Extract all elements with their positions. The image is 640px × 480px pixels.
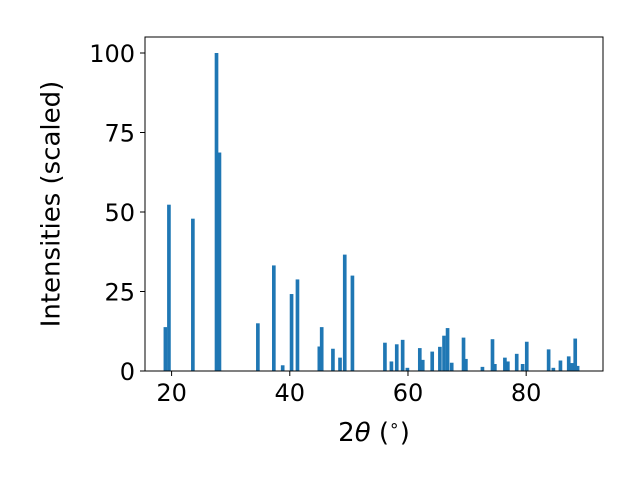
bar xyxy=(272,265,276,371)
bar xyxy=(317,346,322,371)
bar xyxy=(217,152,222,371)
x-tick-label: 40 xyxy=(275,379,306,407)
bar xyxy=(551,367,556,371)
bar xyxy=(445,328,450,371)
bar xyxy=(430,351,435,371)
bar xyxy=(520,364,525,371)
x-axis: 20 40 60 80 xyxy=(156,371,541,407)
bar xyxy=(490,339,495,371)
bar xyxy=(546,349,551,371)
bar xyxy=(575,365,580,371)
y-tick-label: 100 xyxy=(89,40,135,68)
bar xyxy=(461,337,466,371)
bar xyxy=(167,204,171,371)
bar xyxy=(289,294,294,371)
bar xyxy=(573,338,578,371)
bar xyxy=(280,365,285,371)
bar xyxy=(524,341,529,371)
bar xyxy=(493,364,497,371)
y-tick-label: 50 xyxy=(104,199,135,227)
bar xyxy=(449,362,454,371)
bar xyxy=(342,254,347,371)
bar-series xyxy=(163,53,580,371)
y-tick-label: 25 xyxy=(104,279,135,307)
bar xyxy=(480,366,485,371)
bar xyxy=(389,361,394,371)
bar xyxy=(506,361,510,371)
x-tick-label: 20 xyxy=(156,379,187,407)
x-tick-label: 80 xyxy=(511,379,542,407)
bar xyxy=(405,367,410,371)
bar xyxy=(191,218,195,371)
bar xyxy=(331,348,335,371)
y-axis-label: Intensities (scaled) xyxy=(37,81,67,328)
bar xyxy=(256,323,260,371)
bar xyxy=(350,275,355,371)
bar xyxy=(566,356,571,371)
bar xyxy=(319,327,324,371)
x-tick-label: 60 xyxy=(393,379,424,407)
bar xyxy=(558,360,563,371)
bar xyxy=(438,346,442,371)
plot-frame xyxy=(144,36,604,372)
bar xyxy=(394,344,399,371)
bar xyxy=(417,348,422,371)
bar xyxy=(503,357,507,371)
bar xyxy=(442,335,446,371)
x-axis-label: 2θ (∘) xyxy=(338,416,410,448)
bar xyxy=(383,342,387,371)
y-tick-label: 75 xyxy=(104,120,135,148)
y-axis: 0 25 50 75 100 xyxy=(89,40,145,386)
bar xyxy=(400,339,405,371)
bar xyxy=(514,353,519,371)
bar xyxy=(295,279,300,371)
bar xyxy=(163,327,168,371)
bar xyxy=(214,53,219,371)
bar xyxy=(420,359,425,371)
bar xyxy=(569,363,574,371)
y-tick-label: 0 xyxy=(120,358,135,386)
bar xyxy=(338,357,342,371)
bar xyxy=(464,358,468,371)
